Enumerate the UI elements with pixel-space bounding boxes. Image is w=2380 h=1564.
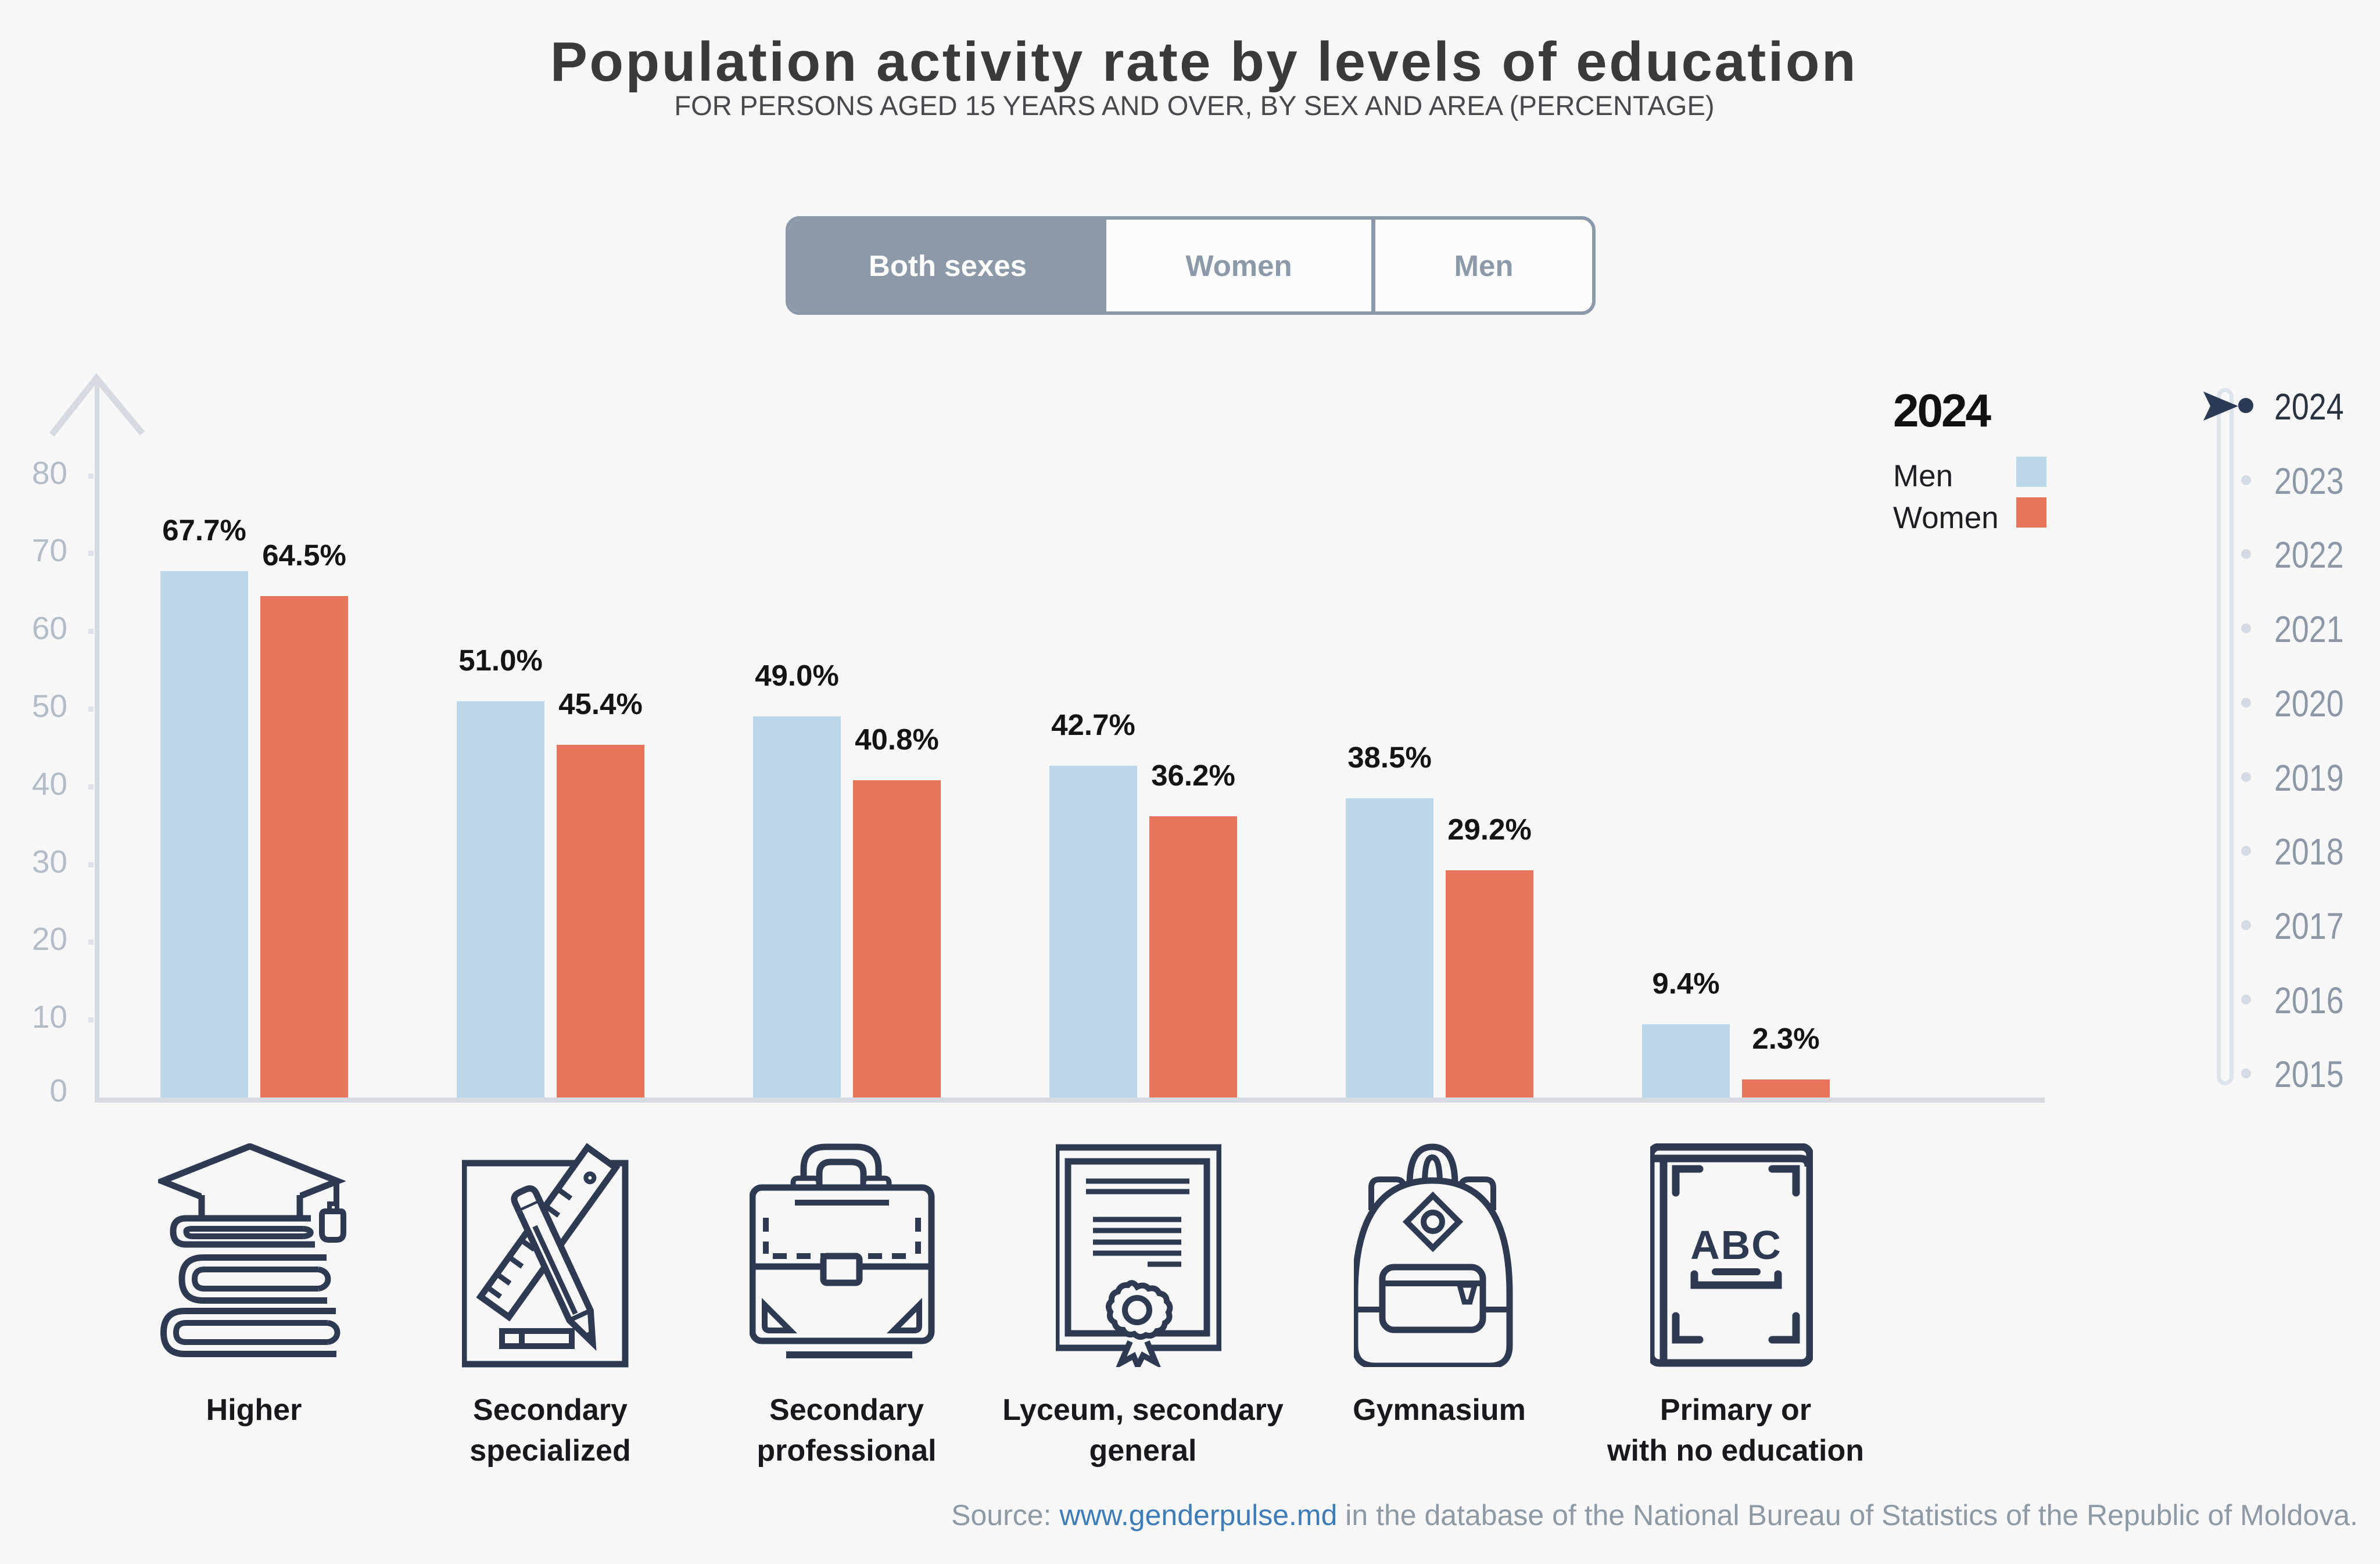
svg-text:ABC: ABC bbox=[1690, 1222, 1782, 1268]
